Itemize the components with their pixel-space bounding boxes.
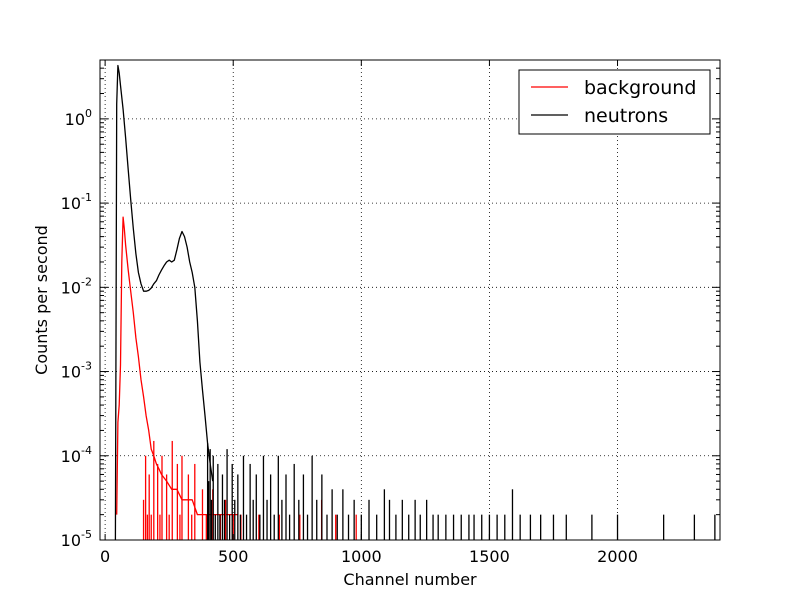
series-line-background [116,216,239,516]
y-tick-label: 10-2 [61,275,92,297]
y-tick-exponent: -5 [81,528,92,541]
y-tick-base: 10 [61,447,81,466]
legend: background neutrons [518,69,711,135]
y-tick-base: 10 [61,278,81,297]
y-axis-label: Counts per second [32,225,51,375]
x-tick-label: 2000 [597,547,638,566]
y-tick-exponent: 0 [85,107,92,120]
y-tick-base: 10 [61,531,81,550]
series-layer [114,64,716,541]
x-tick-label: 1000 [341,547,382,566]
y-tick-base: 10 [65,110,85,129]
x-tick-label: 1500 [469,547,510,566]
series-line-neutrons [114,64,214,541]
legend-label-neutrons: neutrons [584,105,668,127]
y-tick-exponent: -4 [81,444,92,457]
y-tick-exponent: -2 [81,275,92,288]
x-tick-label: 500 [218,547,249,566]
y-tick-label: 10-5 [61,528,92,550]
y-tick-exponent: -1 [81,191,92,204]
y-tick-label: 10-1 [61,191,92,213]
legend-box [518,69,711,135]
y-tick-base: 10 [61,194,81,213]
series-neutrons [114,64,716,541]
y-tick-label: 10-3 [61,360,92,382]
y-tick-label: 10-4 [61,444,92,466]
x-tick-label: 0 [100,547,110,566]
legend-label-background: background [584,77,696,99]
x-axis-label: Channel number [343,570,477,589]
y-tick-label: 100 [65,107,92,129]
y-tick-base: 10 [61,363,81,382]
y-tick-exponent: -3 [81,360,92,373]
